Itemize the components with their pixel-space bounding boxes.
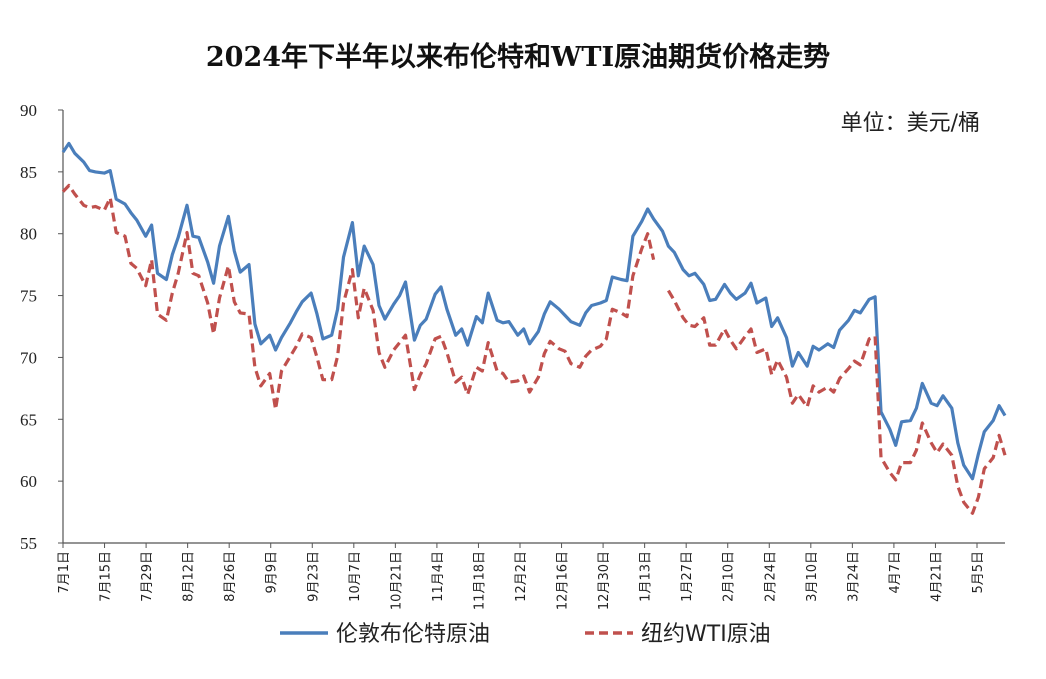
x-tick-label: 9月9日	[265, 551, 280, 594]
y-tick-label: 90	[20, 101, 37, 120]
wti-line-segment-2	[667, 289, 1007, 515]
x-tick-label: 11月18日	[472, 551, 487, 610]
y-axis: 55 60 65 70 75 80 85 90	[20, 101, 63, 553]
x-axis: 7月1日 7月15日 7月29日 8月12日 8月26日 9月9日 9月23日 10月7日 10…	[57, 543, 986, 610]
y-tick-label: 80	[20, 225, 37, 244]
x-tick-label: 7月15日	[99, 551, 114, 602]
x-tick-label: 2月24日	[763, 551, 778, 602]
x-tick-label: 11月4日	[431, 551, 446, 602]
x-tick-label: 5月5日	[971, 551, 986, 594]
unit-label: 单位：美元/桶	[841, 111, 980, 136]
y-tick-label: 75	[20, 287, 37, 306]
x-tick-label: 4月21日	[929, 551, 944, 602]
x-tick-label: 10月21日	[389, 551, 404, 610]
legend-label-wti: 纽约WTI原油	[641, 622, 771, 647]
legend-label-brent: 伦敦布伦特原油	[336, 622, 490, 647]
x-tick-label: 7月29日	[140, 551, 155, 602]
x-tick-label: 8月26日	[223, 551, 238, 602]
wti-line	[61, 183, 656, 411]
y-tick-label: 85	[20, 163, 37, 182]
series-lines	[61, 141, 1007, 515]
x-tick-label: 1月27日	[680, 551, 695, 602]
x-tick-label: 4月7日	[888, 551, 903, 594]
x-tick-label: 3月24日	[846, 551, 861, 602]
x-tick-label: 12月2日	[514, 551, 529, 602]
y-tick-label: 55	[20, 534, 37, 553]
x-tick-label: 12月16日	[556, 551, 571, 610]
x-tick-label: 10月7日	[348, 551, 363, 602]
y-tick-label: 70	[20, 348, 37, 367]
x-tick-label: 2月10日	[722, 551, 737, 602]
y-tick-label: 60	[20, 472, 37, 491]
x-tick-label: 12月30日	[597, 551, 612, 610]
y-tick-label: 65	[20, 410, 37, 429]
x-tick-label: 1月13日	[639, 551, 654, 602]
chart-title: 2024年下半年以来布伦特和WTI原油期货价格走势	[206, 41, 830, 73]
x-tick-label: 9月23日	[306, 551, 321, 602]
brent-line	[61, 141, 1007, 481]
x-tick-label: 3月10日	[805, 551, 820, 602]
x-tick-label: 7月1日	[57, 551, 72, 594]
axes	[62, 110, 1005, 544]
legend: 伦敦布伦特原油 纽约WTI原油	[280, 622, 771, 647]
x-tick-label: 8月12日	[182, 551, 197, 602]
